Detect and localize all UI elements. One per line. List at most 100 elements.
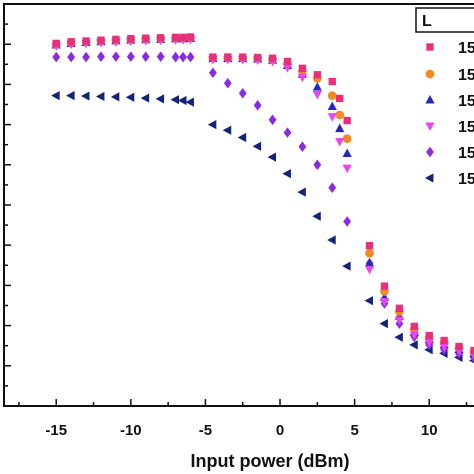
data-point — [82, 37, 90, 45]
series-5-diamond — [52, 51, 474, 364]
data-point — [364, 296, 374, 306]
data-point — [439, 343, 449, 352]
data-point — [298, 64, 307, 72]
legend-title: L — [422, 13, 432, 30]
legend-marker — [426, 146, 434, 158]
legend-marker — [424, 173, 434, 183]
data-point — [170, 95, 180, 105]
legend-label: 15 — [458, 171, 474, 188]
data-point — [409, 340, 418, 350]
data-point — [156, 51, 165, 62]
data-point — [365, 241, 374, 250]
data-point — [253, 100, 262, 111]
data-point — [209, 53, 217, 61]
legend-marker — [425, 94, 435, 104]
data-point — [239, 53, 247, 61]
data-point — [252, 141, 262, 151]
data-point — [327, 101, 337, 110]
data-point — [126, 51, 135, 62]
legend-item: 15 — [426, 40, 474, 57]
data-point — [97, 36, 105, 44]
legend-item: 15 — [425, 119, 474, 136]
series-2-circle — [51, 33, 474, 357]
data-point — [335, 138, 345, 147]
data-point — [179, 51, 187, 63]
data-point — [336, 94, 344, 103]
data-point — [409, 331, 419, 340]
legend-item: 15 — [424, 171, 474, 188]
data-point — [52, 51, 61, 63]
x-axis-title: Input power (dBm) — [191, 451, 350, 471]
data-point — [186, 33, 195, 41]
data-point — [110, 92, 120, 102]
series-3-triangle-up — [51, 33, 474, 358]
legend-label: 15 — [458, 119, 474, 136]
data-point — [185, 97, 194, 107]
data-point — [141, 51, 150, 62]
data-point — [186, 51, 195, 63]
data-point — [394, 316, 404, 326]
data-point — [380, 282, 389, 290]
data-point — [222, 125, 232, 135]
data-point — [364, 258, 375, 267]
data-point — [342, 261, 351, 271]
data-point — [97, 51, 105, 62]
data-point — [297, 73, 308, 83]
data-point — [470, 346, 474, 355]
legend: L 15 15 15 15 15 15 — [415, 7, 474, 188]
data-point — [82, 51, 90, 63]
data-point — [171, 51, 180, 63]
legend-marker — [426, 43, 434, 51]
data-point — [312, 91, 322, 100]
data-point — [208, 67, 217, 79]
legend-label: 15 — [458, 67, 474, 84]
data-point — [312, 211, 321, 221]
data-point — [179, 33, 187, 42]
legend-label: 15 — [458, 40, 474, 57]
data-point — [425, 331, 433, 340]
data-point — [81, 91, 90, 101]
data-point — [207, 120, 217, 130]
data-point — [95, 91, 105, 102]
data-point — [395, 304, 404, 312]
x-tick-label: 5 — [350, 422, 358, 439]
data-point — [328, 182, 337, 194]
data-point — [177, 95, 187, 106]
y-axis — [4, 3, 11, 407]
data-point — [313, 159, 322, 171]
data-point — [327, 113, 337, 122]
data-point — [394, 332, 403, 342]
data-marks — [51, 33, 474, 364]
legend-label: 15 — [458, 93, 474, 110]
data-point — [268, 54, 277, 62]
data-point — [327, 91, 337, 101]
data-point — [424, 339, 434, 348]
data-point — [440, 336, 448, 345]
data-point — [379, 318, 388, 329]
data-point — [313, 71, 322, 79]
data-point — [312, 82, 322, 91]
data-point — [52, 39, 60, 48]
legend-item: 15 — [425, 93, 474, 110]
data-point — [112, 35, 120, 44]
series-6-triangle-left — [51, 91, 474, 364]
data-point — [342, 148, 352, 157]
legend-marker — [425, 122, 435, 132]
x-tick-label: 10 — [421, 422, 438, 439]
data-point — [156, 34, 165, 42]
data-point — [155, 94, 165, 104]
data-point — [268, 114, 277, 126]
legend-item: 15 — [426, 145, 474, 162]
x-tick-label: -5 — [199, 422, 212, 439]
data-point — [335, 110, 345, 120]
data-point — [335, 123, 345, 133]
data-point — [223, 77, 232, 89]
data-point — [267, 152, 277, 162]
data-point — [410, 322, 418, 331]
series-1-square — [52, 33, 474, 355]
legend-item: 15 — [425, 67, 474, 84]
data-point — [283, 57, 292, 66]
data-point — [342, 134, 352, 144]
data-point — [67, 51, 76, 63]
x-tick-label: -10 — [120, 422, 142, 439]
